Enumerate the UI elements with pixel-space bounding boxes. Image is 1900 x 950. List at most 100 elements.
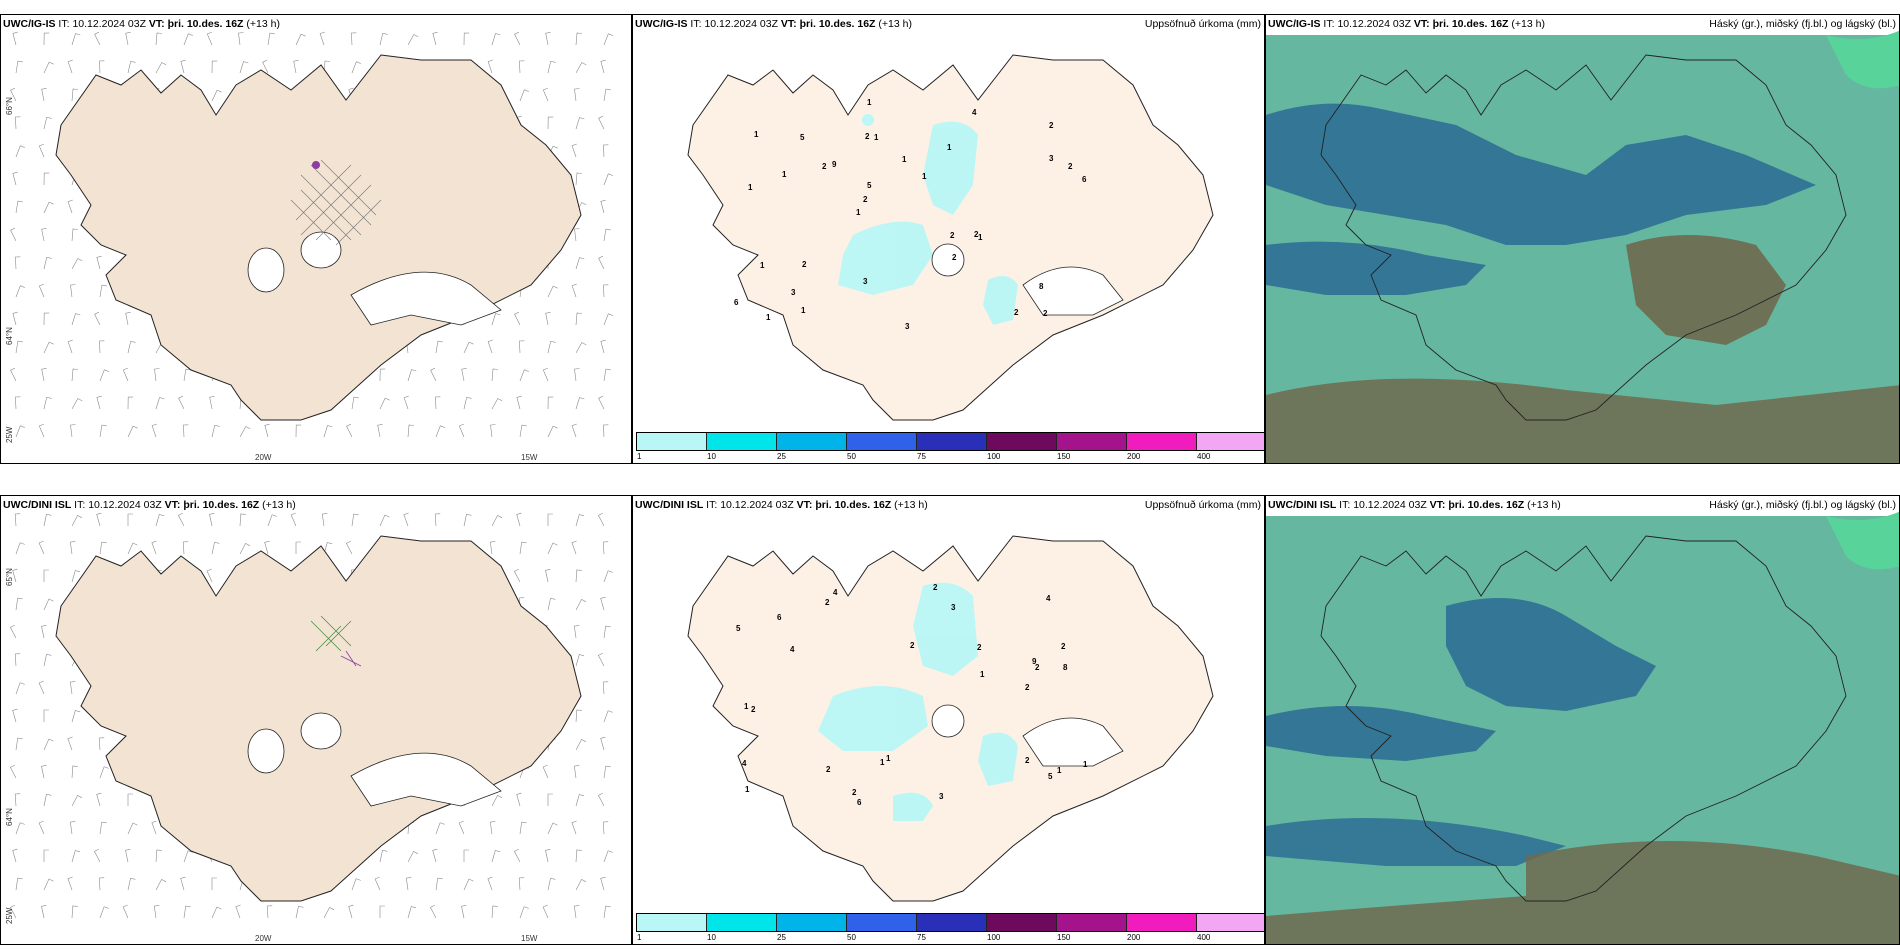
wind-barb <box>519 369 530 382</box>
colorbar-label: 200 <box>1127 933 1141 942</box>
wind-barb <box>151 540 157 555</box>
wind-barb <box>458 423 465 438</box>
wind-barb <box>15 340 23 354</box>
wind-barb <box>12 708 18 723</box>
precip-value: 1 <box>1083 760 1088 769</box>
wind-barb <box>206 568 213 583</box>
precip-value: 1 <box>766 313 771 322</box>
wind-barb <box>575 32 583 46</box>
panel-header: UWC/DINI ISL IT: 10.12.2024 03Z VT: þri.… <box>635 499 928 511</box>
wind-map-panel-top: UWC/IG-IS IT: 10.12.2024 03Z VT: þri. 10… <box>0 14 632 464</box>
wind-barb <box>547 513 553 526</box>
wind-barb <box>43 653 52 667</box>
wind-barb <box>295 424 302 438</box>
wind-barb <box>15 737 23 751</box>
wind-barb <box>239 513 246 527</box>
wind-barb <box>69 681 76 695</box>
wind-barb <box>491 313 501 326</box>
wind-barb <box>98 877 105 891</box>
wind-barb <box>155 32 163 46</box>
panel-header: UWC/DINI ISL IT: 10.12.2024 03Z VT: þri.… <box>3 499 296 511</box>
precip-value: 2 <box>802 260 807 269</box>
wind-barb <box>209 512 215 527</box>
wind-barb <box>487 59 493 74</box>
panel-header: UWC/IG-IS IT: 10.12.2024 03Z VT: þri. 10… <box>635 18 912 30</box>
wind-barb <box>153 905 160 919</box>
precip-value: 1 <box>922 172 927 181</box>
cloud-title: Háský (gr.), miðský (fj.bl.) og lágský (… <box>1709 499 1896 511</box>
wind-barb <box>407 906 417 919</box>
wind-barb <box>547 793 553 806</box>
wind-barb <box>575 709 582 723</box>
wind-barb <box>67 339 73 354</box>
wind-barb <box>491 368 499 382</box>
wind-barb <box>600 736 606 751</box>
wind-barb <box>600 339 606 354</box>
wind-barb <box>547 60 556 74</box>
wind-barb <box>379 397 390 410</box>
wind-barb <box>519 541 527 555</box>
wind-barb <box>319 31 325 46</box>
wind-barb <box>155 878 167 891</box>
wind-barb <box>346 423 353 438</box>
wind-barb <box>602 541 609 555</box>
wind-barb <box>575 654 585 667</box>
wind-barb <box>14 793 21 807</box>
wind-barb <box>603 424 609 438</box>
cloud-map-panel-bottom: UWC/DINI ISL IT: 10.12.2024 03Z VT: þri.… <box>1265 495 1900 945</box>
wind-barb <box>518 877 525 891</box>
wind-barb <box>43 849 49 862</box>
colorbar-segment <box>1127 914 1197 931</box>
colorbar-segment <box>777 914 847 931</box>
wind-barb <box>597 792 605 807</box>
wind-barb <box>545 32 551 46</box>
wind-barb <box>603 850 613 863</box>
wind-barb <box>38 540 45 555</box>
wind-barb <box>127 542 138 555</box>
wind-barb <box>575 878 587 891</box>
wind-barb <box>67 876 73 891</box>
wind-barb <box>491 905 498 919</box>
colorbar-segment <box>987 433 1057 450</box>
wind-barb <box>155 514 165 527</box>
wind-barb <box>127 877 136 891</box>
wind-barb <box>377 424 383 438</box>
precip-value: 2 <box>1049 121 1054 130</box>
colorbar-labels-bottom: 1 10 25 50 75 100 150 200 400 <box>636 933 1264 944</box>
wind-barb <box>183 368 191 382</box>
wind-barb <box>575 342 587 354</box>
wind-barb <box>125 312 131 326</box>
wind-barb <box>463 513 472 527</box>
wind-barb <box>264 423 270 438</box>
colorbar-label: 1 <box>637 933 642 942</box>
wind-barb <box>15 877 23 891</box>
wind-barb <box>15 396 21 410</box>
wind-barb <box>603 368 611 382</box>
wind-barb <box>547 877 556 891</box>
precip-map-panel-bottom: UWC/DINI ISL IT: 10.12.2024 03Z VT: þri.… <box>632 495 1265 945</box>
precip-value: 6 <box>857 798 862 807</box>
wind-barb <box>12 311 18 326</box>
wind-barb <box>15 145 26 158</box>
colorbar-label: 100 <box>987 933 1001 942</box>
wind-barb <box>547 340 556 354</box>
wind-barb <box>405 877 412 891</box>
wind-barb <box>574 88 580 102</box>
wind-barb <box>519 424 527 438</box>
wind-barb <box>151 423 157 438</box>
wind-barb <box>127 60 136 74</box>
wind-barb <box>571 820 577 835</box>
wind-barb <box>487 339 493 354</box>
wind-barb <box>575 849 582 863</box>
wind-barb <box>434 513 441 527</box>
wind-barb <box>542 904 549 919</box>
colorbar-segment <box>777 433 847 450</box>
wind-barb <box>542 367 549 382</box>
precip-value: 2 <box>974 230 979 239</box>
wind-barb <box>491 850 501 863</box>
precip-value: 1 <box>874 133 879 142</box>
wind-barb <box>603 144 609 158</box>
wind-barb <box>573 625 580 639</box>
colorbar-label: 75 <box>917 452 926 461</box>
